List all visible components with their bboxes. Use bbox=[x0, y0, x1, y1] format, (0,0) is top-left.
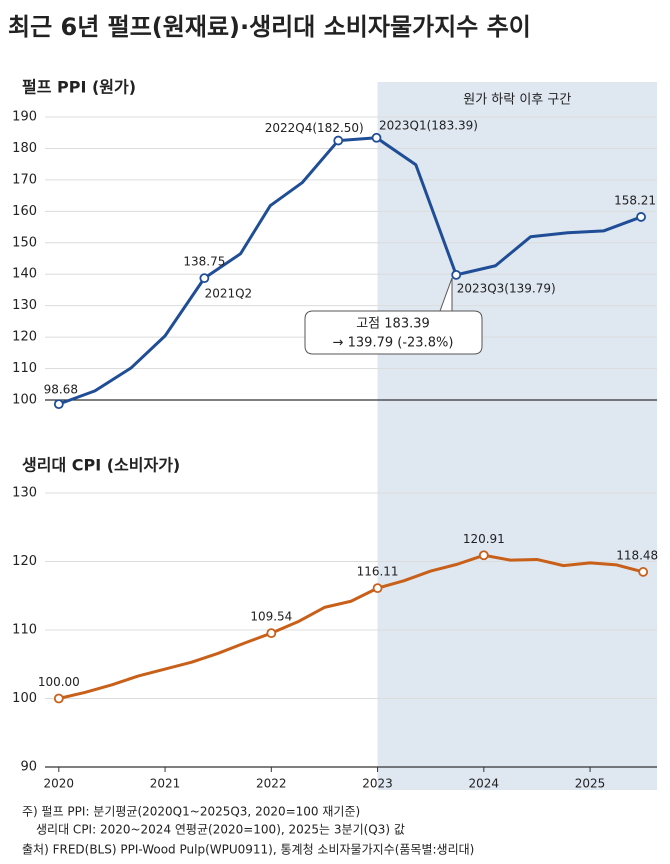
data-label: 2023Q1(183.39) bbox=[379, 118, 478, 132]
y-tick-label: 100 bbox=[12, 393, 37, 408]
y-tick-label: 100 bbox=[12, 691, 37, 706]
y-tick-label: 110 bbox=[12, 623, 37, 638]
data-label: 120.91 bbox=[463, 532, 505, 546]
footnote: 출처) FRED(BLS) PPI-Wood Pulp(WPU0911), 통계… bbox=[22, 843, 474, 857]
marker bbox=[53, 399, 64, 410]
y-tick-label: 120 bbox=[12, 554, 37, 569]
y-tick-label: 170 bbox=[12, 172, 37, 187]
callout-box bbox=[304, 277, 483, 355]
callout-text: → 139.79 (-23.8%) bbox=[333, 336, 454, 351]
marker bbox=[638, 567, 649, 577]
callout-text: 고점 183.39 bbox=[356, 317, 430, 332]
line-series bbox=[58, 553, 644, 700]
x-tick-label: 2021 bbox=[150, 777, 181, 791]
page-title: 최근 6년 펄프(원재료)·생리대 소비자물가지수 추이 bbox=[8, 13, 531, 41]
footnote: 생리대 CPI: 2020~2024 연평균(2020=100), 2025는 … bbox=[36, 823, 405, 837]
x-tick-label: 2024 bbox=[469, 777, 500, 791]
x-tick-label: 2020 bbox=[44, 777, 75, 791]
marker bbox=[372, 583, 383, 594]
y-tick-label: 150 bbox=[12, 235, 37, 250]
panel-title: 펄프 PPI (원가) bbox=[22, 78, 136, 97]
data-label: 138.75 bbox=[183, 255, 225, 269]
marker bbox=[478, 550, 489, 561]
data-label: 98.68 bbox=[44, 383, 78, 397]
y-tick-label: 160 bbox=[12, 204, 37, 219]
data-label: 2023Q3(139.79) bbox=[457, 281, 556, 295]
marker bbox=[199, 273, 210, 284]
y-tick-label: 190 bbox=[12, 110, 37, 125]
shade-layer bbox=[377, 82, 657, 790]
x-tick-label: 2023 bbox=[362, 777, 393, 791]
data-label: 100.00 bbox=[38, 675, 80, 689]
marker bbox=[636, 212, 646, 222]
marker bbox=[266, 628, 277, 639]
highlight-region bbox=[377, 82, 657, 790]
marker bbox=[451, 269, 462, 280]
highlight-label: 원가 하락 이후 구간 bbox=[463, 93, 571, 108]
y-tick-label: 130 bbox=[12, 298, 37, 313]
y-tick-label: 110 bbox=[12, 361, 37, 376]
footnote: 주) 펄프 PPI: 분기평균(2020Q1~2025Q3, 2020=100 … bbox=[22, 805, 360, 819]
y-tick-label: 120 bbox=[12, 330, 37, 345]
x-tick-label: 2022 bbox=[256, 777, 287, 791]
data-label: 2022Q4(182.50) bbox=[265, 121, 364, 135]
y-tick-label: 180 bbox=[12, 141, 37, 156]
marker bbox=[333, 135, 344, 146]
data-label: 116.11 bbox=[357, 565, 399, 579]
y-tick-label: 140 bbox=[12, 267, 37, 282]
data-label: 158.21 bbox=[614, 193, 656, 207]
data-label: 118.48 bbox=[616, 548, 658, 562]
point-note: 2021Q2 bbox=[205, 287, 253, 301]
panel-title: 생리대 CPI (소비자가) bbox=[22, 456, 180, 475]
data-label: 109.54 bbox=[250, 610, 292, 624]
y-tick-label: 130 bbox=[12, 486, 37, 501]
marker bbox=[53, 693, 64, 704]
marker bbox=[371, 132, 382, 143]
x-tick-label: 2025 bbox=[575, 777, 606, 791]
y-tick-label: 90 bbox=[20, 760, 37, 775]
